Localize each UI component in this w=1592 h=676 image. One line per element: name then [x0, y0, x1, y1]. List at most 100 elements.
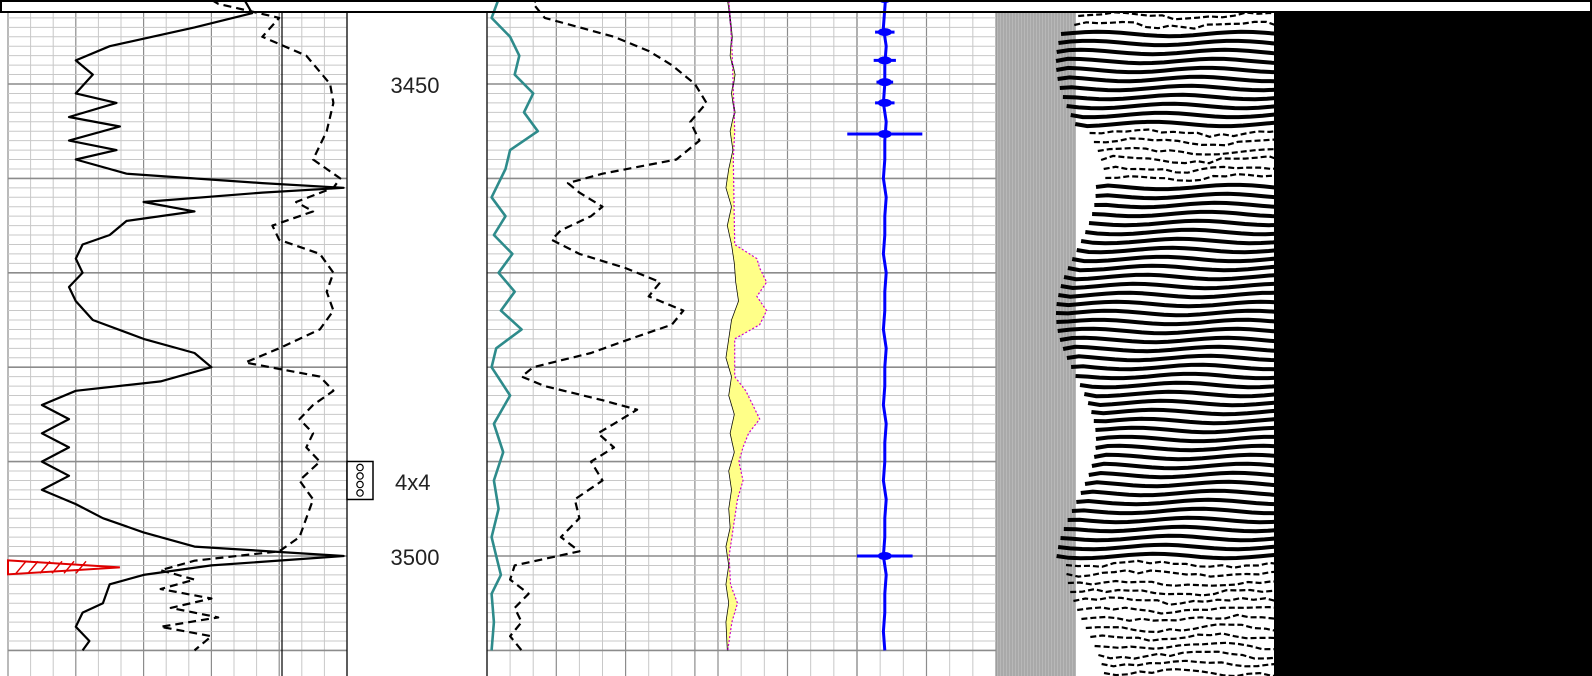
log-curves	[7, 0, 923, 652]
image-log-stripe	[1077, 605, 1282, 615]
image-log-stripe	[1062, 92, 1280, 102]
image-log-stripe	[1093, 137, 1287, 147]
image-log-stripe	[1095, 191, 1276, 201]
image-log-stripe	[1070, 110, 1275, 120]
perforation-label: 4x4	[395, 470, 430, 495]
image-log-stripe	[1060, 533, 1277, 543]
red-marker-hatch	[51, 560, 63, 574]
perforation-dot	[356, 489, 364, 497]
image-log-stripe	[1074, 20, 1279, 30]
red-marker-hatch	[15, 560, 27, 574]
image-log-stripe	[1067, 515, 1284, 525]
image-log-stripe	[1059, 83, 1276, 93]
track-1-solid-curve-1	[40, 0, 345, 652]
track-2-curves	[490, 0, 708, 652]
image-log-stripe	[1056, 299, 1285, 309]
image-log-stripe	[1073, 596, 1278, 606]
image-log-stripe	[1074, 119, 1280, 129]
image-log-stripe	[1093, 416, 1286, 426]
image-log-stripe	[1059, 335, 1277, 345]
image-log-stripe	[1088, 470, 1281, 480]
perforation-symbol	[346, 460, 374, 501]
image-log-stripe	[1085, 623, 1279, 634]
image-log-stripe	[1065, 559, 1283, 569]
image-log-stripe	[1091, 407, 1284, 417]
image-log-stripe	[1098, 650, 1279, 660]
image-log-stripe	[1067, 263, 1285, 273]
red-depth-marker	[7, 559, 120, 576]
image-log-stripe	[1055, 65, 1285, 75]
image-log-stripe	[1067, 579, 1285, 587]
image-log-stripe	[1101, 659, 1282, 668]
image-log-stripe	[1100, 154, 1282, 165]
image-log-stripe	[1081, 613, 1286, 622]
image-log-stripe	[1091, 461, 1285, 471]
image-log-stripe	[1056, 551, 1285, 561]
track-3-curves	[725, 0, 768, 651]
image-log-stripe	[1093, 452, 1275, 462]
image-log-stripe	[1095, 443, 1276, 453]
perforation-box	[346, 460, 374, 501]
image-log-stripe	[1055, 56, 1285, 66]
image-log-stripe	[1095, 182, 1277, 192]
track-4-solid-curve-1	[881, 0, 888, 651]
image-log-stripe	[1056, 317, 1285, 327]
image-log-stripe	[1076, 245, 1281, 255]
frame-top-border	[0, 0, 1592, 13]
image-log-gray-band	[996, 12, 1076, 676]
track-2-dashed-curve-2	[509, 0, 708, 652]
image-log-panel	[995, 11, 1287, 676]
track-4-spike-blob	[877, 98, 892, 107]
grid-track-2	[486, 12, 719, 676]
image-log-stripe	[1060, 281, 1277, 291]
image-log-stripe	[1084, 479, 1278, 489]
image-log-stripe	[1080, 236, 1286, 246]
image-log-stripe	[1090, 632, 1283, 642]
perforation-dot	[356, 472, 364, 480]
perforation-dot	[356, 463, 364, 472]
image-log-stripe	[1097, 146, 1278, 156]
grid-track-4	[856, 12, 997, 676]
image-log-stripe	[1105, 172, 1286, 182]
image-log-stripe	[1103, 165, 1284, 174]
image-log-stripe	[1066, 101, 1283, 111]
red-marker-hatch	[75, 560, 87, 574]
depth-annotations: 3450 3500 4x4	[391, 73, 440, 570]
image-log-stripe	[1066, 353, 1283, 363]
image-log-stripe	[1095, 425, 1276, 435]
track-2-solid-curve-1	[490, 0, 540, 651]
track-grids	[7, 12, 997, 676]
image-log-stripe	[1071, 254, 1277, 264]
track-4-spike-blob	[877, 552, 892, 560]
image-log-stripe	[1094, 641, 1275, 651]
image-log-stripe	[1057, 74, 1286, 84]
image-log-stripe	[1060, 29, 1278, 39]
track-1-curves	[7, 0, 345, 652]
image-log-stripe	[1063, 524, 1280, 534]
depth-label-3450: 3450	[391, 73, 440, 98]
image-log-stripe	[1087, 398, 1281, 408]
image-log-stripe	[1079, 380, 1285, 390]
image-log-stripe	[1085, 227, 1278, 237]
log-panels	[0, 11, 1592, 676]
red-marker-hatch	[63, 560, 75, 574]
image-log-stripe	[1095, 434, 1276, 444]
black-panel	[1274, 12, 1592, 676]
red-marker-hatch	[27, 560, 39, 574]
image-log-stripe	[1088, 218, 1282, 228]
track-4-spike-blob	[877, 130, 892, 139]
image-log-stripe	[1058, 38, 1275, 48]
image-log-stripe	[1089, 128, 1282, 138]
image-log-stripe	[1063, 272, 1281, 282]
image-log-stripe	[1057, 542, 1275, 552]
image-log-stripe	[1076, 497, 1281, 507]
image-log-stripe	[1071, 506, 1276, 516]
track-4-curves	[847, 0, 923, 651]
red-marker-hatch	[39, 560, 51, 574]
image-log-stripe	[1092, 209, 1285, 219]
image-log-stripe	[1070, 362, 1276, 372]
image-log-stripe	[1070, 588, 1275, 597]
image-log-stripe	[1075, 371, 1280, 381]
track-4-spike-blob	[877, 28, 892, 37]
